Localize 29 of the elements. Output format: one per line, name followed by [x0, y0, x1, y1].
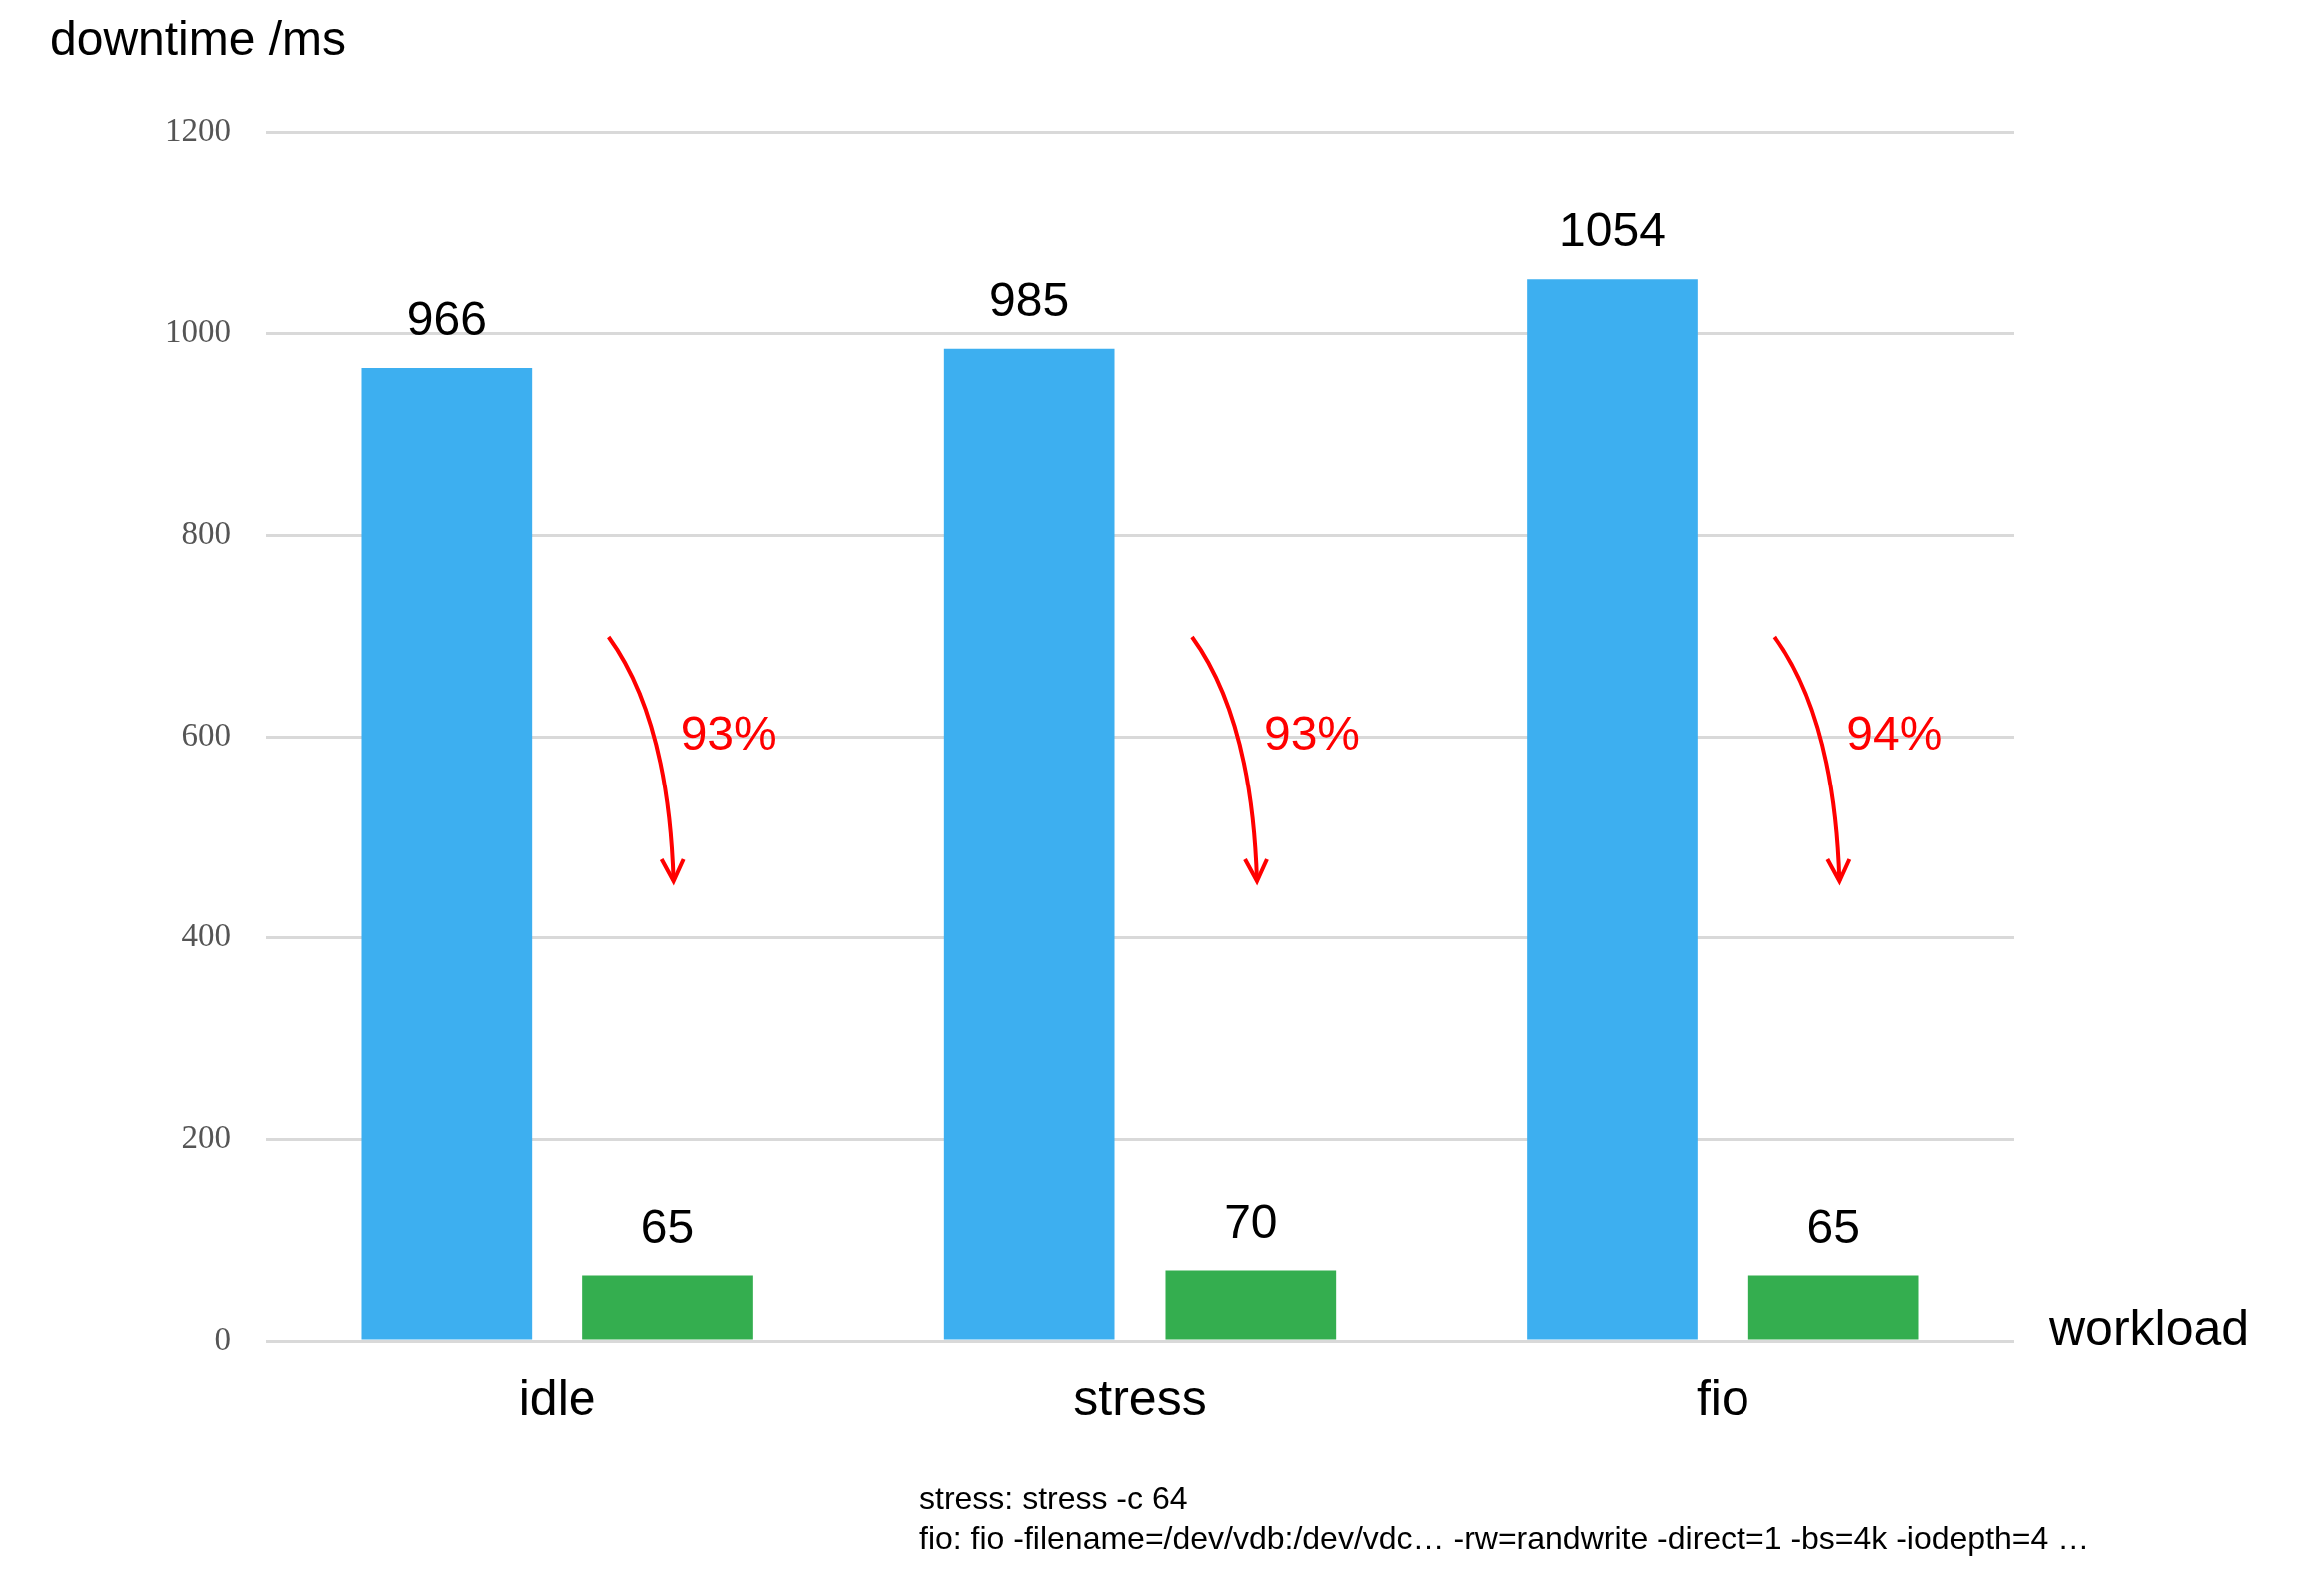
bar	[1747, 1275, 1919, 1340]
x-tick-label: stress	[1073, 1369, 1207, 1426]
y-tick-label: 1200	[165, 111, 231, 148]
annotation: 94%	[1846, 707, 1943, 761]
y-tick-label: 200	[181, 1119, 231, 1156]
bar	[943, 348, 1115, 1340]
annotation: 93%	[1263, 707, 1361, 761]
x-tick-label: idle	[518, 1369, 596, 1426]
bar	[582, 1275, 753, 1340]
data-label: 1054	[1559, 203, 1666, 257]
data-label: 70	[1224, 1194, 1278, 1248]
bar	[1165, 1270, 1337, 1340]
data-label: 65	[640, 1199, 695, 1253]
annotation: 93%	[680, 707, 777, 761]
data-label: 65	[1806, 1199, 1860, 1253]
text: stress: stress -c 64	[919, 1480, 1188, 1516]
y-tick-label: 400	[181, 917, 231, 954]
text: fio: fio -filename=/dev/vdb:/dev/vdc… -rw=randwrite -direct=1 -bs=4k -iodepth=4 …	[919, 1520, 2090, 1556]
x-axis-title: workload	[2048, 1299, 2250, 1356]
y-axis-title: downtime /ms	[50, 12, 347, 66]
y-tick-label: 1000	[165, 313, 231, 350]
y-tick-label: 0	[214, 1320, 231, 1357]
x-tick-label: fio	[1696, 1369, 1749, 1426]
bar	[361, 367, 533, 1340]
data-label: 966	[406, 292, 487, 346]
data-label: 985	[989, 273, 1070, 327]
y-tick-label: 800	[181, 515, 231, 552]
bar	[1527, 279, 1698, 1340]
y-tick-label: 600	[181, 716, 231, 753]
